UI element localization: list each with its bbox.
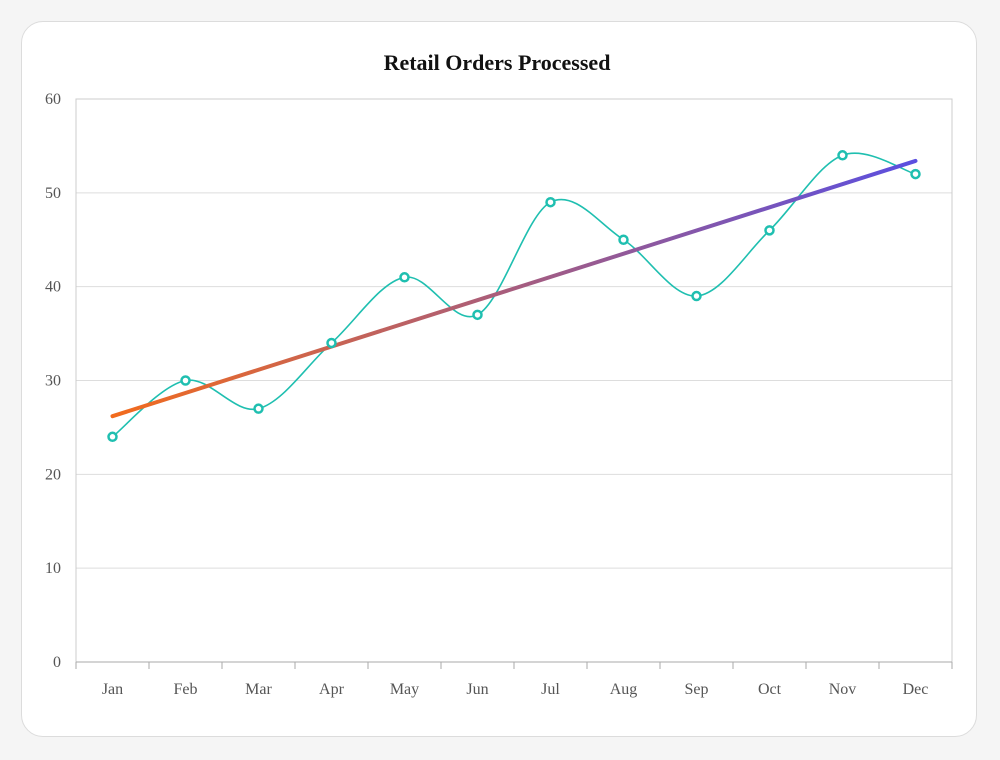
- trend-line: [110, 158, 918, 419]
- data-point-jul: [545, 196, 556, 208]
- y-tick-label-40: 40: [45, 279, 61, 296]
- axes: 0 10 20 30 40 50 60 Jan Feb Mar Apr May Jun Jul Aug Sep…: [45, 91, 953, 698]
- y-tick-label-0: 0: [53, 654, 61, 671]
- data-point-apr: [326, 337, 337, 349]
- x-tick-label-nov: Nov: [829, 681, 857, 698]
- grid-lines: [76, 192, 952, 569]
- y-tick-label-50: 50: [45, 185, 61, 202]
- data-point-mar: [253, 403, 264, 414]
- trend-layer: [110, 158, 918, 419]
- data-point-jan: [107, 431, 118, 443]
- data-point-nov: [837, 150, 848, 161]
- x-tick-label-feb: Feb: [174, 681, 198, 698]
- data-point-may: [399, 272, 410, 283]
- x-tick-label-jun: Jun: [466, 681, 488, 698]
- data-point-sep: [691, 290, 702, 302]
- data-point-feb: [180, 375, 191, 386]
- x-tick-label-jan: Jan: [102, 681, 123, 698]
- x-tick-label-oct: Oct: [758, 681, 782, 698]
- x-tick-label-may: May: [390, 681, 419, 698]
- y-tick-label-10: 10: [45, 560, 61, 577]
- x-tick-label-sep: Sep: [685, 681, 709, 698]
- data-point-oct: [764, 225, 775, 236]
- x-tick-label-dec: Dec: [903, 681, 929, 698]
- data-point-aug: [618, 234, 629, 245]
- chart-title: Retail Orders Processed: [384, 50, 611, 75]
- markers-layer: [107, 150, 921, 443]
- x-tick-label-apr: Apr: [319, 681, 345, 698]
- chart-card: [21, 21, 977, 737]
- series-line-0: [112, 152, 916, 438]
- x-tick-label-aug: Aug: [610, 681, 638, 698]
- y-tick-label-20: 20: [45, 466, 61, 483]
- series-layer: [112, 152, 916, 438]
- y-tick-label-30: 30: [45, 373, 61, 390]
- y-tick-label-60: 60: [45, 91, 61, 108]
- data-point-dec: [910, 168, 921, 180]
- data-point-jun: [472, 309, 483, 321]
- x-tick-label-mar: Mar: [245, 681, 272, 698]
- x-tick-label-jul: Jul: [541, 681, 560, 698]
